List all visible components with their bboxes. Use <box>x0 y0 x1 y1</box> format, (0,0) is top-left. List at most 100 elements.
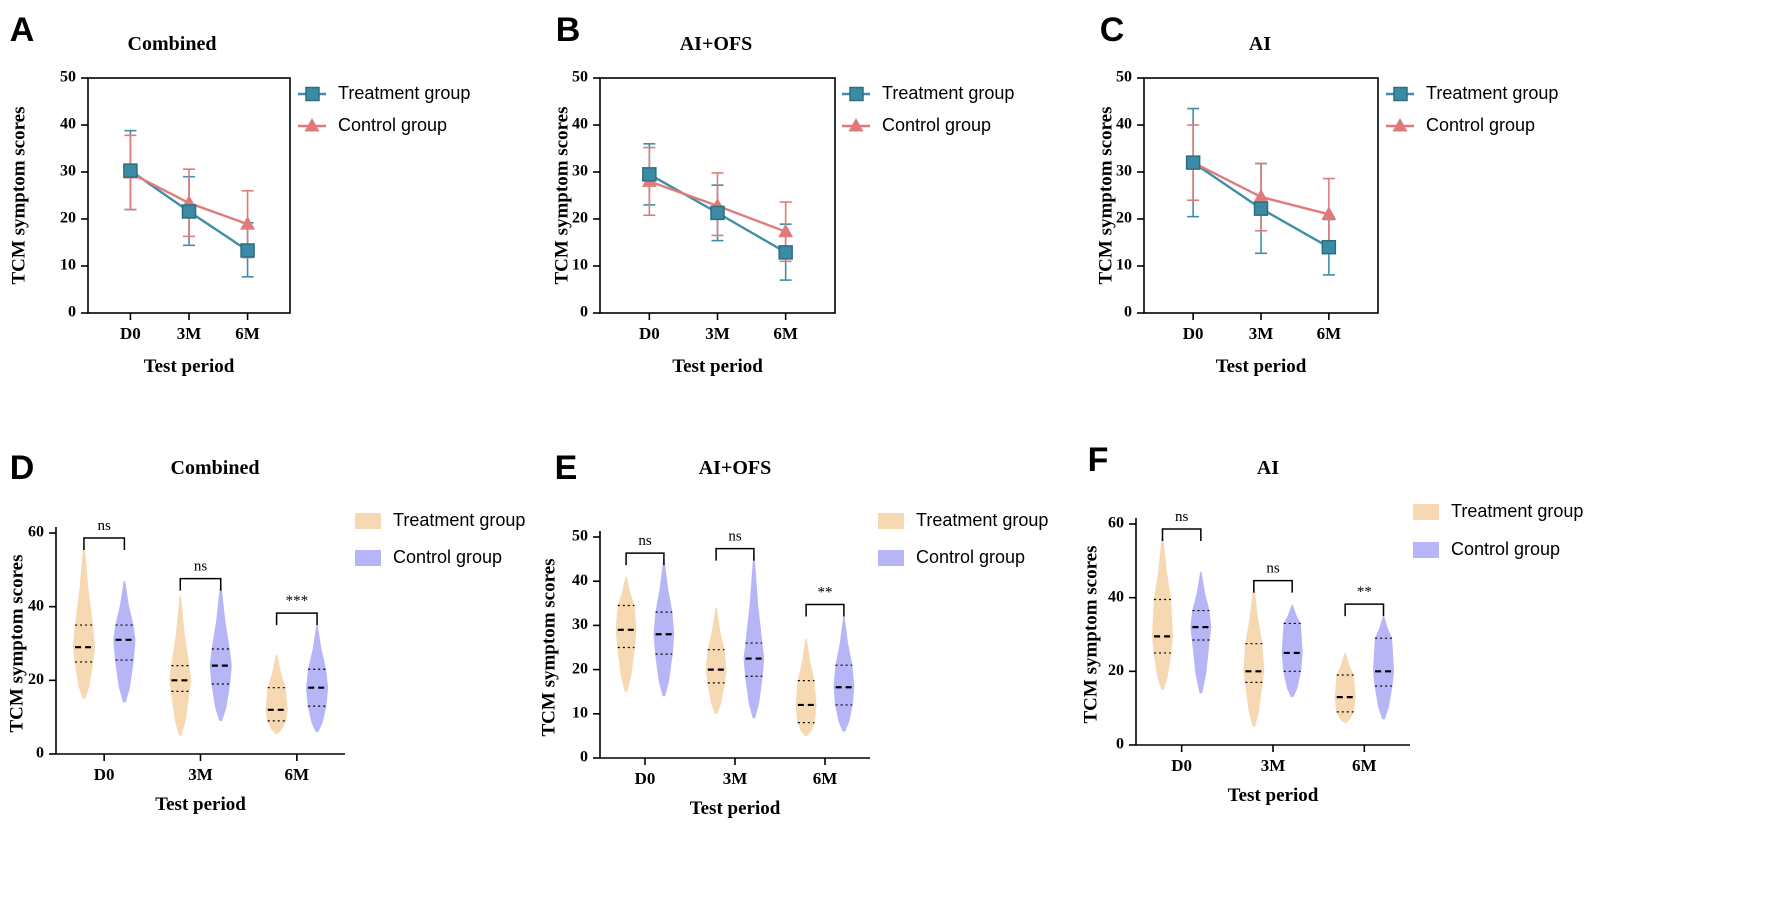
x-tick-label: D0 <box>1171 756 1192 775</box>
panel-f: F AI 0 20 40 60 D0 3M 6M Test period TCM symptom s… <box>1080 441 1583 806</box>
y-tick-label: 0 <box>580 749 588 766</box>
panel-letter: A <box>10 11 35 49</box>
panel-b: B AI+OFS 0 10 20 30 40 50 D0 3M 6M Test period TCM s… <box>551 11 1014 377</box>
y-tick-label: 20 <box>60 210 76 227</box>
legend-label-treatment: Treatment group <box>1451 501 1583 521</box>
x-tick-label: 3M <box>1249 324 1274 343</box>
x-tick-label: 6M <box>1317 324 1342 343</box>
legend-label-treatment: Treatment group <box>393 510 525 530</box>
data-point-control <box>1321 206 1337 220</box>
y-tick-label: 40 <box>1108 588 1124 605</box>
violin-control-d0 <box>1190 571 1212 694</box>
data-point-treatment <box>240 243 255 258</box>
x-axis-label: Test period <box>1216 356 1307 377</box>
significance-label: ns <box>1266 561 1280 577</box>
data-point-control <box>778 223 794 238</box>
violin-treatment-d0 <box>615 576 637 692</box>
chart-title: Combined <box>171 457 260 479</box>
legend-label-control: Control group <box>338 115 447 135</box>
y-tick-label: 20 <box>28 671 44 688</box>
y-tick-label: 20 <box>572 660 588 677</box>
x-axis-label: Test period <box>144 356 235 377</box>
legend-marker-control <box>1392 118 1408 132</box>
legend-label-control: Control group <box>1451 539 1560 559</box>
panel-d: D Combined 0 20 40 60 D0 3M 6M Test period TCM sym… <box>6 449 525 815</box>
violin-control-3m <box>209 584 232 721</box>
y-tick-label: 20 <box>1108 662 1124 679</box>
legend-swatch-treatment <box>878 513 904 529</box>
x-tick-label: 6M <box>813 769 838 788</box>
significance-label: ns <box>194 559 208 575</box>
data-point-treatment <box>181 204 197 219</box>
x-tick-label: D0 <box>94 765 115 784</box>
violin-control-d0 <box>653 559 675 697</box>
y-tick-label: 40 <box>572 572 588 589</box>
chart-title: AI <box>1249 33 1271 55</box>
x-axis-label: Test period <box>672 356 763 377</box>
legend-swatch-treatment <box>355 513 381 529</box>
violin-treatment-3m <box>169 595 192 736</box>
panel-c: C AI 0 10 20 30 40 50 D0 3M 6M Test period TCM sympt… <box>1095 11 1558 377</box>
y-tick-label: 60 <box>28 524 44 541</box>
significance-bracket <box>1161 528 1202 542</box>
data-point-control <box>240 216 256 230</box>
legend: Treatment group Control group <box>878 510 1048 567</box>
chart-title: Combined <box>128 33 217 55</box>
data-point-treatment <box>778 245 793 260</box>
y-tick-label: 10 <box>572 704 588 721</box>
panel-letter: E <box>555 449 578 487</box>
violin-treatment-3m <box>705 607 727 714</box>
panel-letter: B <box>556 11 581 49</box>
legend-marker-control <box>304 118 320 132</box>
y-tick-label: 0 <box>1116 736 1124 753</box>
violin-control-6m <box>305 625 329 732</box>
x-tick-label: 3M <box>177 324 202 343</box>
legend-swatch-treatment <box>1413 504 1439 520</box>
violin-control-3m <box>1281 605 1303 698</box>
significance-label: ns <box>638 533 652 549</box>
data-point-control <box>1253 188 1269 203</box>
violin-control-d0 <box>113 580 136 703</box>
data-point-treatment <box>710 205 725 221</box>
y-tick-label: 50 <box>572 528 588 545</box>
significance-bracket <box>625 552 665 566</box>
violin-control-6m <box>833 616 855 732</box>
violin-treatment-6m <box>1334 652 1356 723</box>
y-tick-label: 40 <box>1116 116 1132 133</box>
x-tick-label: D0 <box>635 769 656 788</box>
legend-label-treatment: Treatment group <box>1426 83 1558 103</box>
violin-control-6m <box>1373 616 1395 720</box>
y-tick-label: 0 <box>36 745 44 762</box>
x-tick-label: 3M <box>705 324 730 343</box>
data-point-treatment <box>1321 239 1337 255</box>
panel-letter: D <box>10 449 35 487</box>
y-tick-label: 30 <box>572 163 588 180</box>
panel-letter: C <box>1100 11 1125 49</box>
y-axis-label: TCM symptom scores <box>8 106 29 284</box>
x-axis-label: Test period <box>1228 785 1319 806</box>
x-tick-label: D0 <box>120 324 141 343</box>
x-axis-label: Test period <box>155 794 246 815</box>
significance-label: ns <box>728 529 742 545</box>
data-point-treatment <box>642 167 657 182</box>
legend-swatch-control <box>1413 542 1439 558</box>
panel-e: E AI+OFS 0 10 20 30 40 50 D0 3M 6M Test period TCM s… <box>538 449 1048 819</box>
legend: Treatment group Control group <box>355 510 525 567</box>
x-axis-label: Test period <box>690 798 781 819</box>
legend-label-control: Control group <box>393 547 502 567</box>
y-tick-label: 50 <box>60 69 76 86</box>
y-axis-label: TCM symptom scores <box>6 554 27 732</box>
chart-title: AI <box>1257 457 1279 479</box>
legend-label-treatment: Treatment group <box>338 83 470 103</box>
y-tick-label: 0 <box>580 304 588 321</box>
x-tick-label: 3M <box>723 769 748 788</box>
violin-treatment-6m <box>795 638 817 736</box>
violin-treatment-6m <box>265 654 288 734</box>
y-tick-label: 10 <box>1116 257 1132 274</box>
x-tick-label: 6M <box>773 324 798 343</box>
y-tick-label: 10 <box>572 257 588 274</box>
y-axis-label: TCM symptom scores <box>538 558 559 736</box>
y-tick-label: 40 <box>572 116 588 133</box>
